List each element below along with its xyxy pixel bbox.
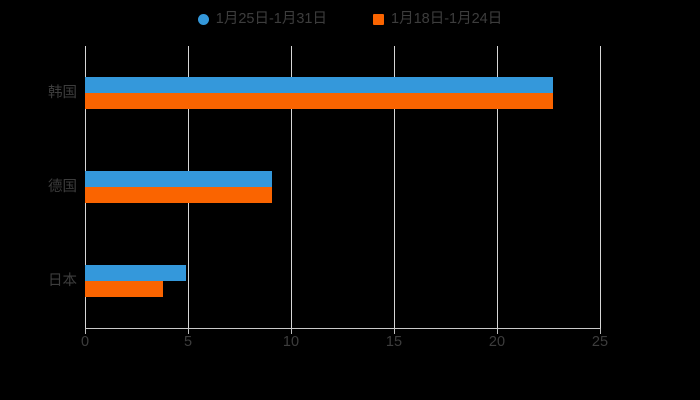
y-tick-label-德国: 德国 <box>48 179 77 195</box>
bar-日本-s1[interactable] <box>85 281 164 297</box>
x-tick-mark-10 <box>291 329 292 334</box>
bar-德国-s1[interactable] <box>85 187 273 203</box>
y-tick-label-韩国: 韩国 <box>48 85 77 101</box>
x-tick-label-15: 15 <box>385 334 403 350</box>
x-tick-mark-0 <box>85 329 86 334</box>
y-tick-label-日本: 日本 <box>48 273 77 289</box>
legend-marker-square-icon <box>373 13 384 25</box>
x-axis-line <box>85 328 601 329</box>
bar-德国-s0[interactable] <box>85 171 273 187</box>
x-tick-label-25: 25 <box>591 334 609 350</box>
x-tick-label-20: 20 <box>488 334 506 350</box>
gridline-20 <box>497 46 498 328</box>
gridline-25 <box>600 46 601 328</box>
chart-legend: 1月25日-1月31日 1月18日-1月24日 <box>0 6 700 32</box>
x-tick-label-10: 10 <box>282 334 300 350</box>
x-tick-mark-15 <box>394 329 395 334</box>
legend-item-series-b[interactable]: 1月18日-1月24日 <box>373 12 502 27</box>
bar-韩国-s0[interactable] <box>85 77 553 93</box>
gridline-15 <box>394 46 395 328</box>
legend-item-series-a[interactable]: 1月25日-1月31日 <box>197 10 327 27</box>
bar-日本-s0[interactable] <box>85 265 186 281</box>
legend-label-series-b: 1月18日-1月24日 <box>391 10 503 27</box>
legend-marker-circle-icon <box>197 13 209 25</box>
gridline-10 <box>291 46 292 328</box>
plot-area <box>85 46 600 328</box>
x-tick-label-5: 5 <box>183 334 193 350</box>
x-tick-label-0: 0 <box>80 334 90 350</box>
x-tick-mark-25 <box>600 329 601 334</box>
legend-label-series-a: 1月25日-1月31日 <box>215 10 327 27</box>
bar-韩国-s1[interactable] <box>85 93 553 109</box>
x-tick-mark-20 <box>497 329 498 334</box>
x-tick-mark-5 <box>188 329 189 334</box>
y-axis-labels: 韩国 德国 日本 <box>0 0 77 400</box>
